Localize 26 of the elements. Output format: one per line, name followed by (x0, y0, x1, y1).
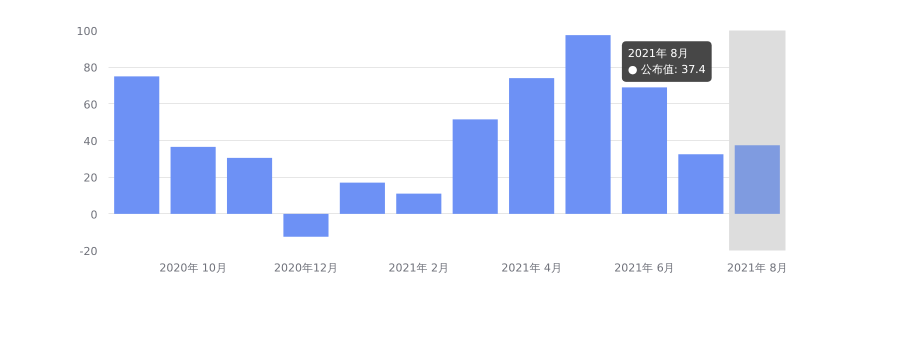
x-tick-label: 2021年 2月 (388, 262, 450, 274)
y-tick-label: 40 (84, 135, 98, 148)
bar (734, 145, 780, 214)
bar (678, 154, 724, 214)
bar (340, 182, 385, 214)
x-tick-label: 2021年 6月 (614, 262, 675, 274)
x-tick-label: 2021年 4月 (501, 262, 562, 274)
bar (396, 194, 442, 214)
bar (452, 119, 498, 214)
bar (509, 78, 554, 214)
bar (226, 158, 272, 214)
x-tick-label: 2020年12月 (274, 262, 338, 274)
y-tick-label: -20 (80, 245, 98, 258)
x-tick-label: 2020年 10月 (159, 262, 227, 274)
bar (565, 35, 611, 214)
bar (114, 76, 160, 214)
annotation: 2021年 8月 ● 公布值: 37.4 (628, 47, 706, 76)
y-tick-label: 80 (84, 62, 98, 75)
y-tick-label: 0 (90, 208, 98, 222)
x-tick-label: 2021年 8月 (727, 262, 788, 274)
y-tick-label: 20 (84, 172, 98, 185)
bar (170, 146, 216, 214)
bar (622, 87, 668, 214)
y-tick-label: 100 (76, 25, 98, 38)
y-tick-label: 60 (84, 98, 98, 112)
bar (283, 214, 329, 237)
